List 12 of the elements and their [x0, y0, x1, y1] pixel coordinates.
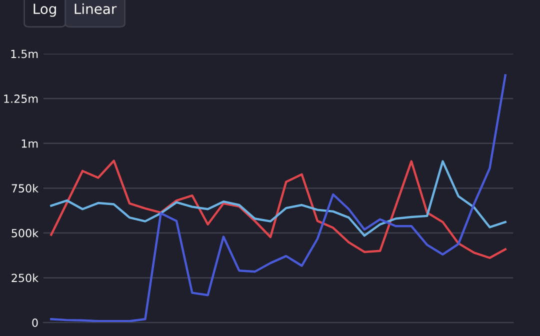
- line-series: [50, 74, 506, 322]
- y-tick-label: 1.25m: [4, 94, 38, 103]
- line-series: [50, 160, 506, 259]
- y-tick-label: 1m: [22, 139, 38, 148]
- y-tick-label: 1.5m: [11, 50, 38, 58]
- y-tick-label: 250k: [12, 274, 39, 282]
- text: Log: [34, 4, 56, 17]
- y-tick-label: 0: [32, 318, 38, 327]
- line-series: [50, 160, 506, 237]
- y-tick-label: 500k: [12, 228, 39, 238]
- text: Linear: [74, 3, 117, 14]
- y-tick-label: 750k: [12, 184, 39, 193]
